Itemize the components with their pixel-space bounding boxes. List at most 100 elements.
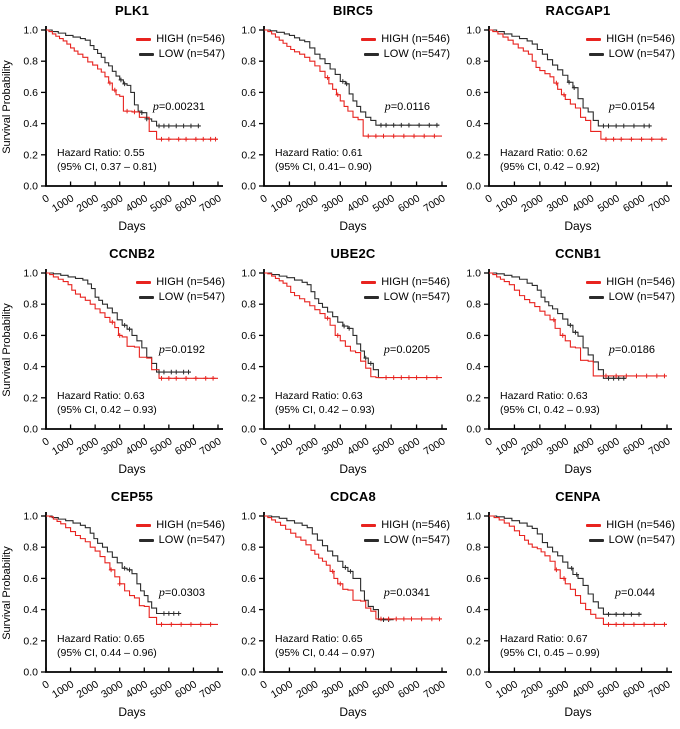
x-tick-label: 7000	[646, 192, 672, 215]
p-value: p=0.0186	[609, 342, 655, 357]
km-plot-cdca8: 0 1000 2000 3000 4000 5000 6000 7000 1.0 0.8 0.6 0.…	[230, 486, 455, 729]
x-tick-label: 7000	[197, 192, 223, 215]
km-curve-high	[489, 29, 667, 140]
x-tick-label: 1000	[269, 678, 295, 701]
hazard-ratio: Hazard Ratio: 0.63 (95% CI, 0.42 – 0.93)	[57, 389, 157, 418]
x-tick-label: 0	[483, 192, 494, 205]
legend-swatch-high-icon	[136, 37, 152, 41]
x-tick-label: 5000	[371, 678, 397, 701]
censor-mark-low	[399, 122, 404, 128]
x-tick-label: 2000	[519, 192, 545, 215]
x-tick-label: 2000	[294, 192, 320, 215]
censor-mark-low	[173, 123, 179, 129]
y-tick-label: 0.4	[466, 118, 481, 130]
legend-label-low: LOW (n=547)	[608, 534, 675, 546]
censor-mark-high	[618, 136, 624, 142]
y-tick-label: 1.0	[466, 25, 481, 37]
censor-mark-low	[196, 123, 201, 129]
censor-mark-high	[159, 622, 164, 627]
censor-mark-low	[568, 322, 573, 328]
y-tick-label: 0.2	[466, 635, 481, 647]
x-tick-label: 4000	[124, 678, 150, 701]
y-tick-label: 0.8	[23, 542, 38, 554]
censor-mark-high	[554, 80, 559, 86]
censor-mark-high	[662, 622, 667, 627]
censor-mark-high	[166, 376, 172, 381]
legend-swatch-high-icon	[136, 280, 152, 284]
p-number: =0.00231	[158, 101, 205, 113]
hazard-ratio: Hazard Ratio: 0.63 (95% CI, 0.42 – 0.93)	[500, 389, 600, 418]
p-number: =0.0186	[614, 344, 655, 356]
p-symbol: p	[383, 342, 390, 356]
censor-mark-high	[624, 373, 629, 379]
x-tick-label: 6000	[396, 192, 422, 215]
y-tick-label: 0.8	[241, 542, 256, 554]
p-value: p=0.0116	[385, 99, 430, 114]
x-tick-label: 1000	[269, 435, 295, 458]
km-plot-ccnb2: 0 1000 2000 3000 4000 5000 6000 7000 1.0 0.8 0.6 0.…	[0, 243, 230, 486]
censor-mark-high	[132, 109, 137, 115]
censor-mark-high	[117, 581, 123, 587]
legend-row-low: LOW (n=547)	[361, 48, 450, 60]
km-curve-high	[46, 29, 218, 140]
p-value: p=0.00231	[153, 99, 205, 114]
km-curve-low	[46, 272, 191, 373]
censor-mark-high	[399, 375, 404, 380]
censor-mark-low	[574, 572, 580, 577]
p-value: p=0.044	[615, 585, 655, 600]
censor-mark-high	[203, 376, 209, 381]
hr-line2: (95% CI, 0.41– 0.90)	[275, 161, 372, 174]
x-tick-label: 3000	[545, 192, 571, 215]
x-tick-label: 0	[40, 192, 51, 205]
km-curve-low	[46, 515, 182, 615]
km-curve-high	[264, 29, 442, 137]
y-tick-label: 0.2	[23, 149, 38, 161]
y-tick-label: 0.4	[23, 118, 38, 130]
censor-mark-high	[551, 317, 557, 323]
x-tick-label: 0	[258, 678, 269, 691]
p-number: =0.044	[621, 587, 655, 599]
p-number: =0.0192	[164, 344, 205, 356]
x-tick-label: 2000	[75, 435, 101, 458]
legend-label-high: HIGH (n=546)	[156, 276, 225, 288]
censor-mark-low	[344, 81, 349, 87]
censor-mark-low	[340, 79, 346, 84]
y-tick-label: 0.4	[23, 361, 38, 373]
y-tick-label: 0.8	[466, 299, 481, 311]
p-number: =0.0116	[390, 101, 430, 113]
censor-mark-low	[343, 565, 348, 570]
censor-mark-low	[181, 123, 186, 129]
censor-mark-high	[210, 376, 216, 381]
legend-label-low: LOW (n=547)	[608, 48, 675, 60]
censor-mark-low	[161, 369, 167, 375]
legend-row-high: HIGH (n=546)	[361, 33, 450, 45]
hr-line2: (95% CI, 0.42 – 0.93)	[57, 404, 157, 417]
km-curve-high	[489, 272, 667, 377]
censor-mark-low	[416, 122, 422, 128]
legend-swatch-high-icon	[586, 37, 602, 41]
y-tick-label: 0.8	[466, 542, 481, 554]
censor-mark-high	[629, 136, 634, 142]
x-tick-label: 4000	[345, 192, 371, 215]
km-plot-cep55: 0 1000 2000 3000 4000 5000 6000 7000 1.0 0.8 0.6 0.…	[0, 486, 230, 729]
hr-line1: Hazard Ratio: 0.65	[57, 633, 145, 645]
legend: HIGH (n=546) LOW (n=547)	[361, 33, 450, 63]
censor-mark-low	[122, 565, 127, 571]
censor-mark-high	[386, 616, 391, 622]
km-plot-ccnb1: 0 1000 2000 3000 4000 5000 6000 7000 1.0 0.8 0.6 0.…	[455, 243, 680, 486]
plot-title: CCNB1	[555, 246, 601, 261]
x-tick-label: 1000	[50, 192, 76, 215]
y-tick-label: 1.0	[466, 268, 481, 280]
x-tick-label: 1000	[494, 435, 520, 458]
hazard-ratio: Hazard Ratio: 0.62 (95% CI, 0.42 – 0.92)	[500, 146, 600, 175]
x-tick-label: 2000	[75, 678, 101, 701]
hr-line2: (95% CI, 0.44 – 0.96)	[57, 647, 157, 660]
censor-mark-high	[178, 622, 184, 627]
x-tick-label: 5000	[148, 435, 174, 458]
x-tick-label: 0	[258, 435, 269, 448]
km-curve-low	[489, 515, 642, 615]
censor-mark-high	[401, 616, 407, 622]
x-tick-label: 3000	[545, 435, 571, 458]
y-tick-label: 0.2	[23, 392, 38, 404]
